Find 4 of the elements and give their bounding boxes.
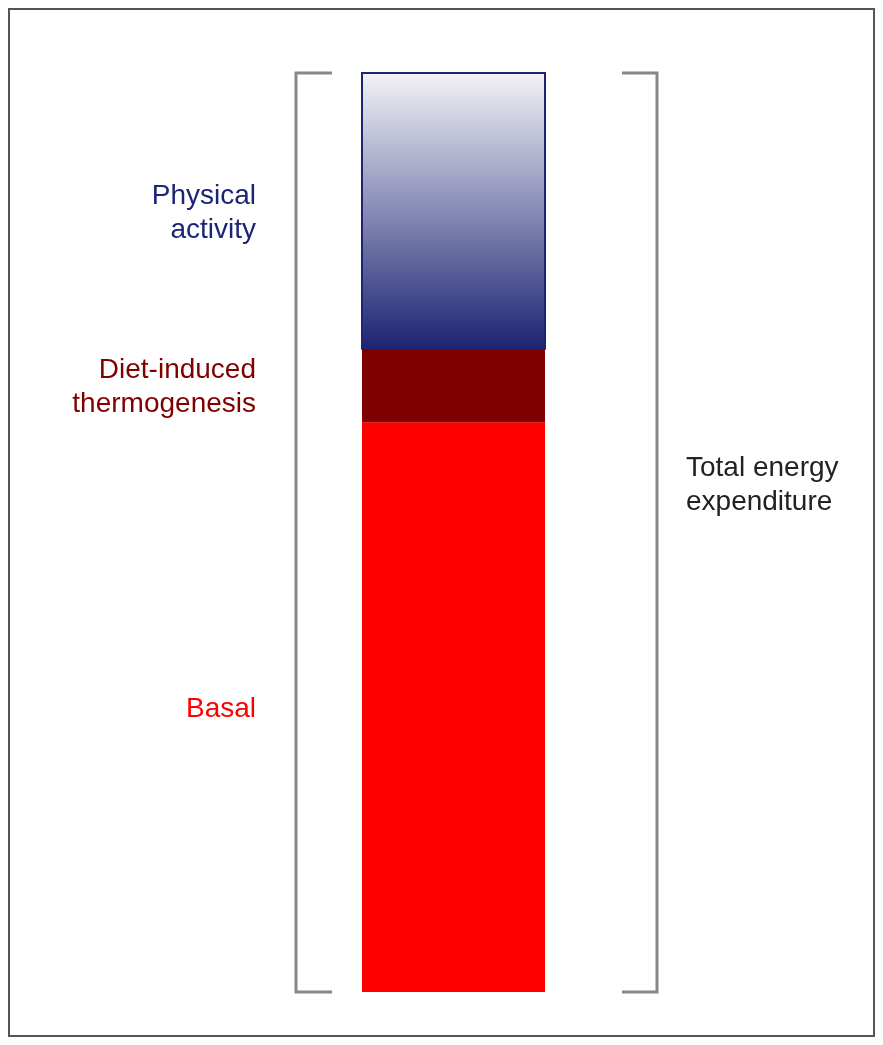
text: Basal <box>185 692 256 724</box>
text: Physical activity <box>151 178 256 244</box>
text: Diet-induced thermogenesis <box>72 353 256 419</box>
text: Total energy expenditure <box>686 450 839 516</box>
